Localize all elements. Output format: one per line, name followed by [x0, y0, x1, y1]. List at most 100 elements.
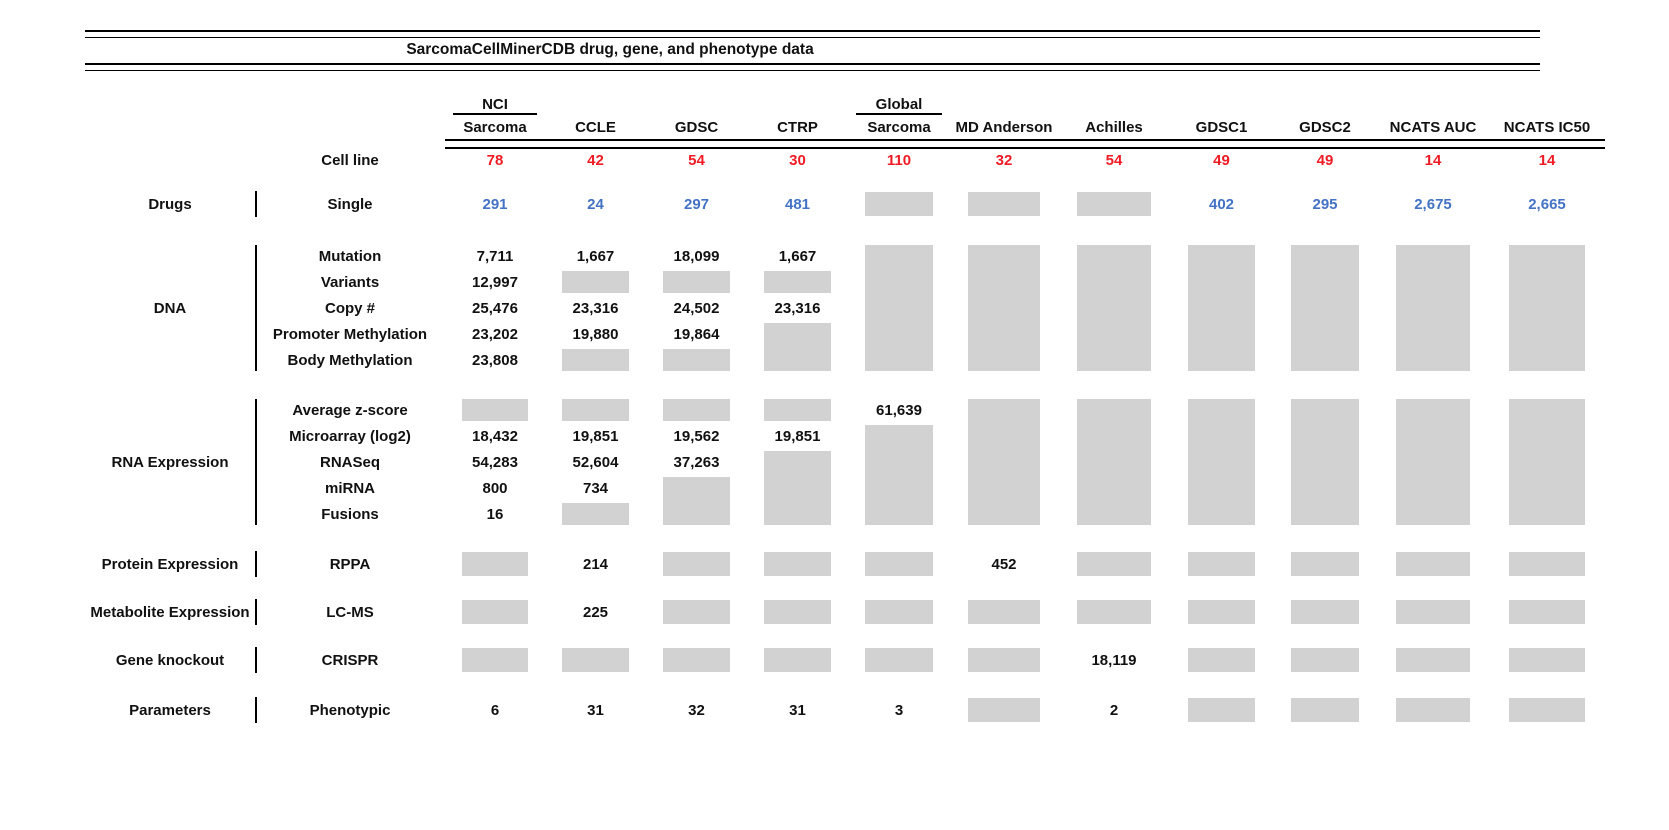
row-label: Body Methylation: [287, 351, 413, 369]
gray-box: [562, 399, 629, 421]
column-header-ncats-ic50: NCATS IC50: [1503, 119, 1591, 136]
gray-box: [1508, 600, 1586, 624]
title-block: SarcomaCellMinerCDB drug, gene, and phen…: [85, 30, 1540, 71]
gray-span-cell: [747, 321, 848, 373]
gray-box-tall: [764, 451, 831, 525]
figure-data-availability-table: SarcomaCellMinerCDB drug, gene, and phen…: [0, 30, 1669, 725]
data-cell: [848, 645, 950, 675]
data-cell: 23,316: [774, 299, 821, 317]
gray-box: [865, 192, 933, 216]
data-cell: [646, 597, 747, 627]
data-cell: [1170, 597, 1273, 627]
gray-span-cell: [646, 475, 747, 527]
gray-box: [1508, 698, 1586, 722]
data-cell: [545, 397, 646, 423]
data-cell: 16: [486, 505, 504, 523]
cell-line-count-gdsc1: 49: [1213, 151, 1230, 169]
gray-box-tall: [1187, 245, 1256, 371]
gray-span-cell: [1058, 397, 1170, 527]
gray-box: [865, 648, 933, 672]
section-drugs: Drugs Single 291 24 297 481 402 295 2,675 2,665: [85, 189, 1669, 219]
gray-box: [663, 600, 730, 624]
gray-box: [968, 192, 1040, 216]
data-cell: 2,675: [1414, 195, 1452, 213]
data-cell: [545, 645, 646, 675]
gray-box-tall: [663, 477, 730, 525]
data-cell: [1377, 549, 1489, 579]
gray-box: [764, 600, 831, 624]
column-header-top-nci-sarcoma: NCI: [453, 96, 537, 115]
data-cell: 6: [490, 701, 500, 719]
data-cell: [1377, 597, 1489, 627]
data-cell: 61,639: [876, 401, 922, 419]
gray-box-tall: [764, 323, 831, 371]
gray-box: [1077, 552, 1151, 576]
data-cell: 7,711: [476, 247, 514, 265]
column-header-ncats-auc: NCATS AUC: [1389, 119, 1477, 136]
group-label: DNA: [153, 299, 187, 317]
data-cell: 23,808: [472, 351, 518, 369]
data-cell: [1489, 695, 1605, 725]
cell-line-count-achilles: 54: [1105, 151, 1123, 169]
gray-box: [462, 399, 528, 421]
column-header-gdsc: GDSC: [674, 119, 719, 136]
data-cell: [445, 597, 545, 627]
group-divider: [255, 245, 257, 371]
gray-span-cell: [848, 243, 950, 373]
gray-span-cell: [747, 449, 848, 527]
column-header-gdsc2: GDSC2: [1299, 119, 1351, 136]
cell-line-label: Cell line: [321, 151, 379, 169]
gray-box-tall: [1187, 399, 1256, 525]
section-knockout: Gene knockout CRISPR 18,119: [85, 645, 1669, 675]
cell-line-count-md-anderson: 32: [995, 151, 1013, 169]
gray-box-tall: [968, 399, 1040, 525]
cell-line-count-ccle: 42: [587, 151, 604, 169]
data-cell: 18,099: [673, 247, 720, 265]
cell-line-count-ncats-ic50: 14: [1538, 151, 1556, 169]
data-cell: [646, 347, 747, 373]
cell-line-count-ctrp: 30: [789, 151, 806, 169]
section-parameters: Parameters Phenotypic 6 31 32 31 3 2: [85, 695, 1669, 725]
data-cell: 19,851: [774, 427, 821, 445]
gray-box: [663, 349, 730, 371]
data-cell: [445, 397, 545, 423]
section-protein: Protein Expression RPPA 214 452: [85, 549, 1669, 579]
data-cell: 23,316: [572, 299, 619, 317]
data-cell: 3: [894, 701, 904, 719]
data-cell: [1377, 645, 1489, 675]
gray-box: [1290, 600, 1360, 624]
gray-box: [1187, 552, 1256, 576]
column-header-nci-sarcoma: Sarcoma: [463, 119, 527, 136]
row-label: Average z-score: [292, 401, 408, 419]
data-cell: 1,667: [778, 247, 817, 265]
gray-box: [1508, 648, 1586, 672]
gray-box: [1187, 600, 1256, 624]
data-cell: 402: [1208, 195, 1235, 213]
gray-span-cell: [1489, 397, 1605, 527]
data-cell: 19,864: [673, 325, 720, 343]
data-cell: [646, 397, 747, 423]
gray-span-cell: [1170, 243, 1273, 373]
gray-box-tall: [1508, 245, 1586, 371]
data-cell: [545, 501, 646, 527]
data-cell: [1170, 645, 1273, 675]
data-cell: [1377, 695, 1489, 725]
data-cell: 225: [582, 603, 609, 621]
data-cell: [545, 347, 646, 373]
gray-box: [764, 648, 831, 672]
header-row: NCI Sarcoma CCLE GDSC CTRP Global Sarcoma MD An…: [85, 91, 1669, 175]
gray-box: [1508, 552, 1586, 576]
data-cell: [747, 597, 848, 627]
row-label: Copy #: [324, 299, 375, 317]
data-cell: 1,667: [576, 247, 615, 265]
gray-box-tall: [1290, 245, 1360, 371]
data-cell: [646, 645, 747, 675]
row-label: Phenotypic: [309, 701, 391, 719]
data-cell: [848, 549, 950, 579]
gray-box: [764, 271, 831, 293]
group-label: Drugs: [148, 195, 192, 213]
data-cell: 452: [991, 555, 1017, 573]
data-cell: [1273, 695, 1377, 725]
data-cell: [1170, 549, 1273, 579]
data-cell: [646, 269, 747, 295]
